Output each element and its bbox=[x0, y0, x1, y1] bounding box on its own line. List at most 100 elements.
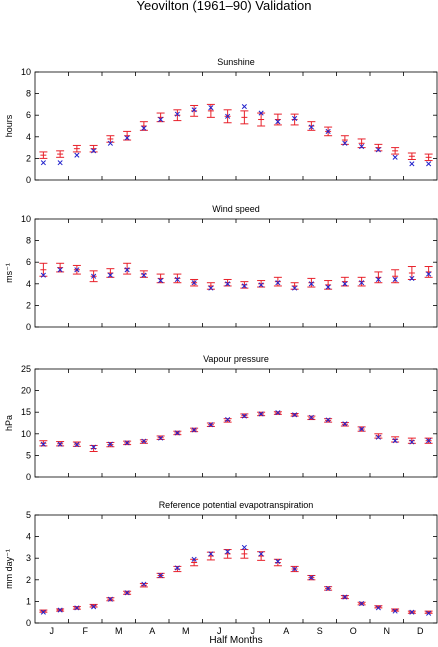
y-tick-label: 25 bbox=[21, 364, 31, 374]
observed-cross bbox=[325, 417, 331, 423]
observed-point bbox=[409, 275, 415, 281]
observed-point bbox=[325, 585, 331, 591]
model-errorbar bbox=[391, 269, 400, 284]
observed-point bbox=[191, 280, 197, 286]
observed-cross bbox=[107, 441, 113, 447]
panel-title: Wind speed bbox=[212, 204, 260, 214]
y-tick-label: 5 bbox=[26, 450, 31, 460]
y-tick-label: 8 bbox=[26, 236, 31, 246]
observed-cross bbox=[124, 267, 130, 273]
observed-point bbox=[241, 104, 247, 110]
observed-cross bbox=[409, 609, 415, 615]
observed-cross bbox=[392, 276, 398, 283]
observed-cross bbox=[40, 609, 46, 615]
observed-cross bbox=[275, 119, 281, 125]
observed-point bbox=[74, 605, 80, 611]
month-label: M bbox=[182, 626, 190, 636]
observed-point bbox=[40, 441, 46, 447]
panel-3: Vapour pressure hPa 0 5 10 15 20 25 bbox=[4, 354, 438, 482]
observed-point bbox=[258, 110, 264, 116]
observed-point bbox=[292, 115, 298, 121]
observed-cross bbox=[158, 435, 164, 441]
observed-cross bbox=[225, 281, 231, 287]
month-label: J bbox=[50, 626, 55, 636]
observed-point bbox=[174, 111, 180, 117]
observed-cross bbox=[308, 281, 314, 287]
model-errorbar bbox=[240, 549, 249, 559]
observed-cross bbox=[74, 267, 80, 273]
observed-cross bbox=[409, 439, 415, 445]
observed-point bbox=[275, 410, 281, 416]
observed-cross bbox=[74, 605, 80, 611]
observed-point bbox=[124, 440, 130, 446]
observed-cross bbox=[409, 161, 415, 167]
observed-point bbox=[392, 154, 398, 160]
observed-cross bbox=[107, 596, 113, 602]
model-errorbar bbox=[39, 262, 48, 277]
observed-point bbox=[158, 116, 164, 123]
observed-point bbox=[426, 161, 432, 167]
model-errorbar bbox=[106, 135, 115, 143]
observed-point bbox=[359, 601, 365, 607]
panel-title: Sunshine bbox=[217, 57, 255, 67]
model-errorbar bbox=[357, 276, 366, 287]
model-errorbar bbox=[39, 151, 48, 159]
y-tick-label: 2 bbox=[26, 300, 31, 310]
observed-point bbox=[57, 267, 63, 273]
observed-cross bbox=[375, 147, 381, 153]
observed-cross bbox=[292, 566, 298, 572]
observed-point bbox=[359, 143, 365, 150]
observed-cross bbox=[124, 590, 130, 596]
observed-point bbox=[275, 119, 281, 125]
model-errorbar bbox=[72, 144, 81, 153]
month-label: N bbox=[384, 626, 391, 636]
observed-cross bbox=[91, 444, 97, 450]
observed-point bbox=[124, 135, 130, 141]
observed-cross bbox=[275, 558, 281, 564]
observed-cross bbox=[141, 125, 147, 131]
model-errorbar bbox=[223, 549, 232, 559]
observed-cross bbox=[40, 441, 46, 447]
observed-point bbox=[275, 558, 281, 564]
observed-cross bbox=[91, 604, 97, 610]
observed-point bbox=[174, 565, 180, 571]
observed-point bbox=[191, 556, 197, 562]
observed-point bbox=[208, 551, 214, 557]
model-errorbar bbox=[257, 551, 266, 561]
y-tick-label: 1 bbox=[26, 596, 31, 606]
model-errorbar bbox=[324, 126, 333, 137]
observed-cross bbox=[141, 581, 147, 587]
model-errorbar bbox=[156, 112, 165, 123]
model-errorbar bbox=[156, 273, 165, 284]
observed-point bbox=[375, 147, 381, 153]
observed-point bbox=[174, 430, 180, 436]
observed-point bbox=[141, 125, 147, 131]
observed-cross bbox=[208, 285, 214, 291]
observed-point bbox=[426, 271, 432, 277]
observed-cross bbox=[124, 440, 130, 446]
observed-point bbox=[158, 435, 164, 441]
model-errorbar bbox=[56, 150, 65, 158]
observed-point bbox=[40, 609, 46, 615]
observed-cross bbox=[342, 421, 348, 427]
month-label: A bbox=[283, 626, 289, 636]
model-errorbar bbox=[257, 280, 266, 288]
observed-point bbox=[107, 441, 113, 447]
observed-cross bbox=[241, 544, 247, 550]
model-errorbar bbox=[240, 110, 249, 125]
observed-point bbox=[141, 438, 147, 444]
observed-cross bbox=[107, 140, 113, 146]
month-label: F bbox=[83, 626, 89, 636]
observed-point bbox=[342, 594, 348, 600]
observed-point bbox=[325, 284, 331, 290]
model-errorbar bbox=[324, 280, 333, 290]
observed-cross bbox=[258, 411, 264, 417]
observed-cross bbox=[342, 140, 348, 146]
model-errorbar bbox=[173, 565, 182, 573]
model-errorbar bbox=[190, 558, 199, 567]
observed-point bbox=[375, 605, 381, 611]
observed-cross bbox=[191, 280, 197, 286]
model-errorbar bbox=[139, 121, 148, 131]
observed-cross bbox=[225, 416, 231, 423]
observed-cross bbox=[392, 608, 398, 614]
